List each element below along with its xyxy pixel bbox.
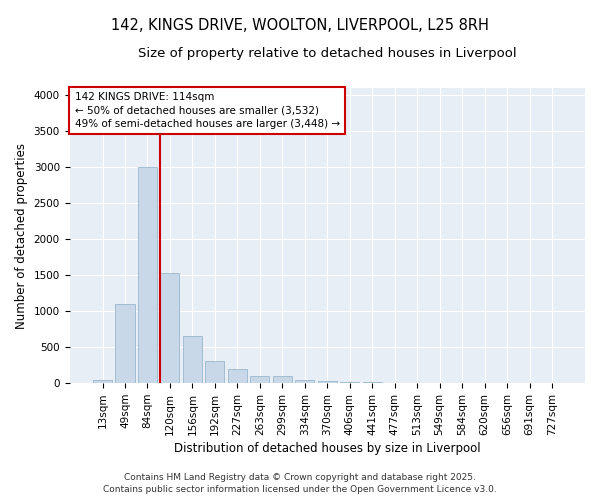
Bar	[93, 380, 112, 383]
Bar	[318, 381, 337, 383]
Bar	[295, 380, 314, 383]
Text: 142, KINGS DRIVE, WOOLTON, LIVERPOOL, L25 8RH: 142, KINGS DRIVE, WOOLTON, LIVERPOOL, L2…	[111, 18, 489, 32]
Bar	[228, 369, 247, 383]
Bar	[273, 376, 292, 383]
Y-axis label: Number of detached properties: Number of detached properties	[15, 142, 28, 328]
Text: Contains HM Land Registry data © Crown copyright and database right 2025.
Contai: Contains HM Land Registry data © Crown c…	[103, 472, 497, 494]
Bar	[138, 167, 157, 383]
Bar	[340, 382, 359, 383]
Title: Size of property relative to detached houses in Liverpool: Size of property relative to detached ho…	[138, 48, 517, 60]
X-axis label: Distribution of detached houses by size in Liverpool: Distribution of detached houses by size …	[174, 442, 481, 455]
Text: 142 KINGS DRIVE: 114sqm
← 50% of detached houses are smaller (3,532)
49% of semi: 142 KINGS DRIVE: 114sqm ← 50% of detache…	[74, 92, 340, 129]
Bar	[160, 273, 179, 383]
Bar	[115, 304, 134, 383]
Bar	[183, 336, 202, 383]
Bar	[362, 382, 382, 383]
Bar	[250, 376, 269, 383]
Bar	[205, 361, 224, 383]
